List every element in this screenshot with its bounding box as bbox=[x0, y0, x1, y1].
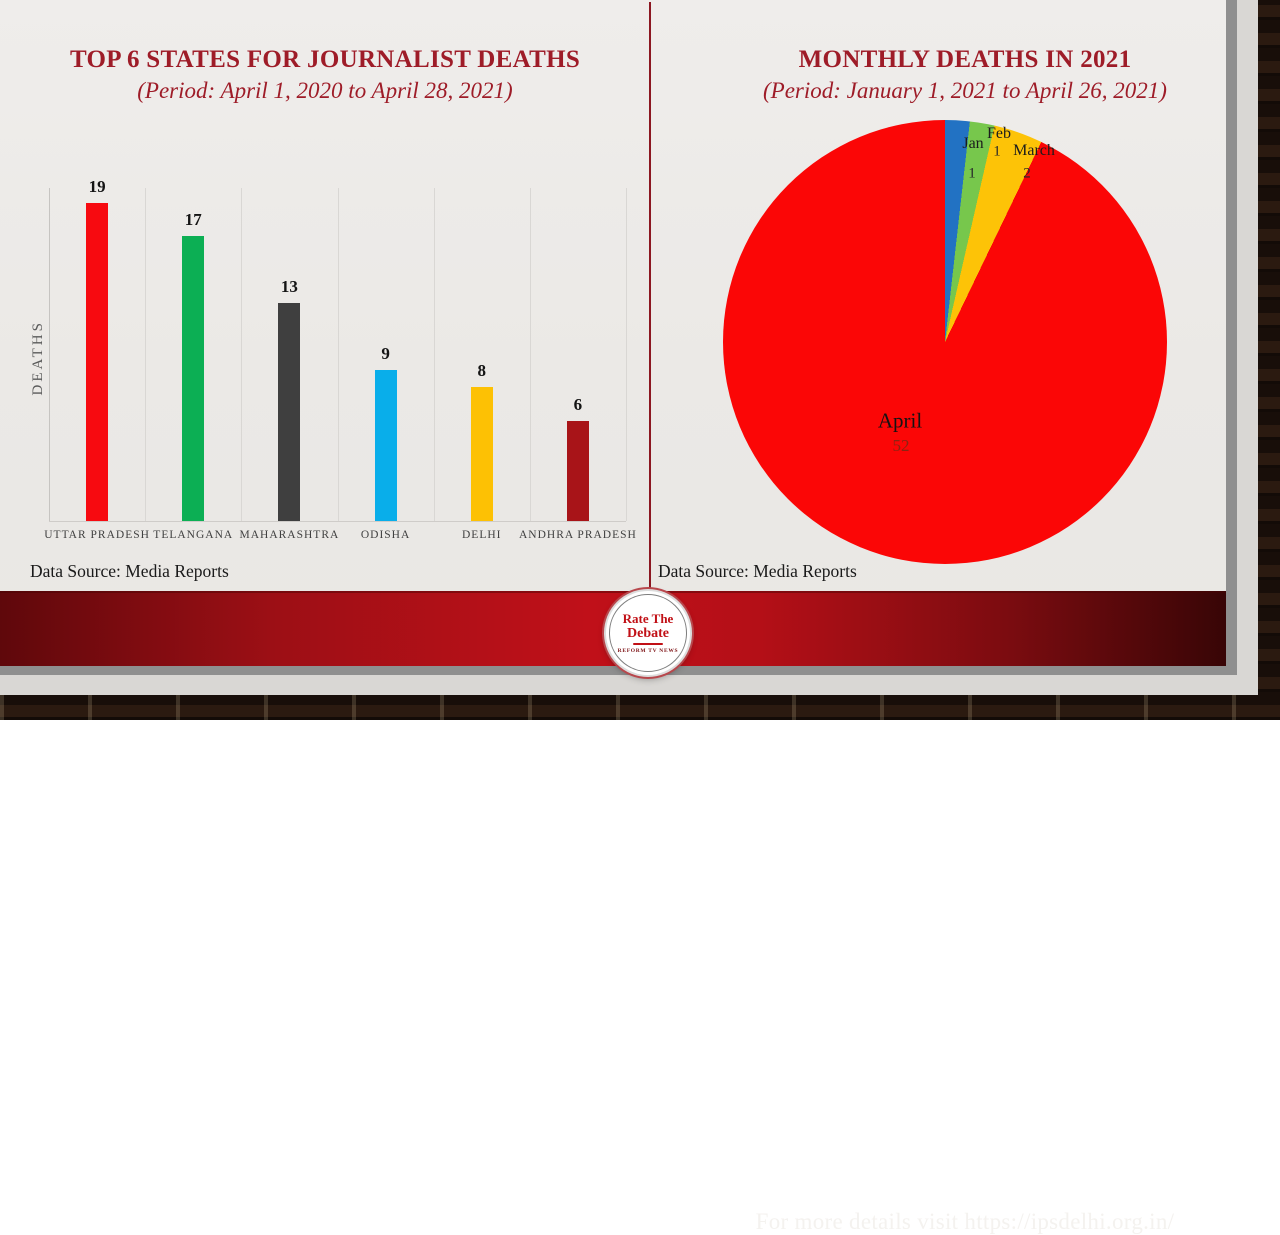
bar-chart-gridline bbox=[530, 188, 531, 521]
pie-value-march: 2 bbox=[1023, 165, 1031, 182]
bar-value-label: 8 bbox=[477, 361, 487, 380]
pie-value-feb: 1 bbox=[993, 143, 1001, 160]
logo-text-line1: Rate The bbox=[622, 611, 674, 626]
bar-category-label: TELANGANA bbox=[153, 529, 234, 541]
bar-chart-gridline bbox=[145, 188, 146, 521]
slide-shadow-right bbox=[1226, 0, 1237, 675]
bar-value-label: 9 bbox=[381, 344, 390, 363]
right-chart-title-block: MONTHLY DEATHS IN 2021 (Period: January … bbox=[700, 44, 1230, 106]
bar-chart-gridline bbox=[241, 188, 242, 521]
bar-value-label: 19 bbox=[88, 177, 106, 196]
bar-category-label: DELHI bbox=[462, 529, 502, 541]
bar-category-label: ODISHA bbox=[360, 529, 411, 541]
right-chart-title: MONTHLY DEATHS IN 2021 bbox=[798, 46, 1132, 73]
bar-category-label: MAHARASHTRA bbox=[239, 529, 340, 541]
logo-tagline: REFORM TV NEWS bbox=[617, 648, 679, 654]
bar-category-label: ANDHRA PRADESH bbox=[518, 529, 637, 541]
bar-chart-gridline bbox=[626, 188, 627, 521]
left-data-source: Data Source: Media Reports bbox=[30, 561, 229, 581]
slide-shadow-bottom bbox=[0, 666, 1237, 675]
pie-value-april: 52 bbox=[892, 436, 910, 455]
bar-value-label: 17 bbox=[184, 210, 202, 229]
left-chart-subtitle: (Period: April 1, 2020 to April 28, 2021… bbox=[137, 78, 513, 103]
bar-chart-y-axis-label: DEATHS bbox=[30, 320, 46, 396]
right-data-source: Data Source: Media Reports bbox=[658, 561, 857, 581]
pie-label-jan: Jan bbox=[962, 135, 984, 152]
left-chart-title: TOP 6 STATES FOR JOURNALIST DEATHS bbox=[69, 46, 581, 73]
pie-label-april: April bbox=[877, 408, 923, 433]
logo-text-line2: Debate bbox=[627, 626, 669, 641]
bar-uttar-pradesh bbox=[86, 203, 109, 521]
bar-chart-gridline bbox=[49, 188, 50, 521]
right-chart-subtitle: (Period: January 1, 2021 to April 26, 20… bbox=[763, 78, 1167, 103]
bar-value-label: 6 bbox=[573, 395, 583, 414]
bar-telangana bbox=[182, 236, 205, 521]
bar-value-label: 13 bbox=[280, 277, 298, 296]
presentation-slide: TOP 6 STATES FOR JOURNALIST DEATHS (Peri… bbox=[0, 0, 1226, 1234]
pie-label-march: March bbox=[1013, 142, 1055, 159]
bar-odisha bbox=[374, 370, 397, 521]
bar-maharashtra bbox=[278, 303, 301, 521]
logo-divider-rule bbox=[633, 643, 663, 645]
left-chart-title-block: TOP 6 STATES FOR JOURNALIST DEATHS (Peri… bbox=[0, 44, 650, 106]
pie-chart bbox=[723, 120, 1167, 564]
bar-andhra-pradesh bbox=[566, 421, 589, 521]
bar-chart-plot: 19 UTTAR PRADESH 17 TELANGANA 13 MAHARASHTRA 9… bbox=[44, 177, 636, 541]
rate-the-debate-logo: Rate The Debate REFORM TV NEWS bbox=[606, 591, 690, 675]
panel-divider-line bbox=[649, 2, 651, 591]
bar-chart-gridline bbox=[434, 188, 435, 521]
bar-chart-gridline bbox=[338, 188, 339, 521]
pie-label-feb: Feb bbox=[987, 125, 1011, 142]
footer-banner-text: For more details visit https://ipsdelhi.… bbox=[755, 1209, 1175, 1234]
pie-value-jan: 1 bbox=[968, 165, 976, 182]
bar-category-label: UTTAR PRADESH bbox=[44, 529, 150, 541]
logo-inner-ring: Rate The Debate REFORM TV NEWS bbox=[609, 594, 687, 672]
bar-delhi bbox=[470, 387, 493, 521]
